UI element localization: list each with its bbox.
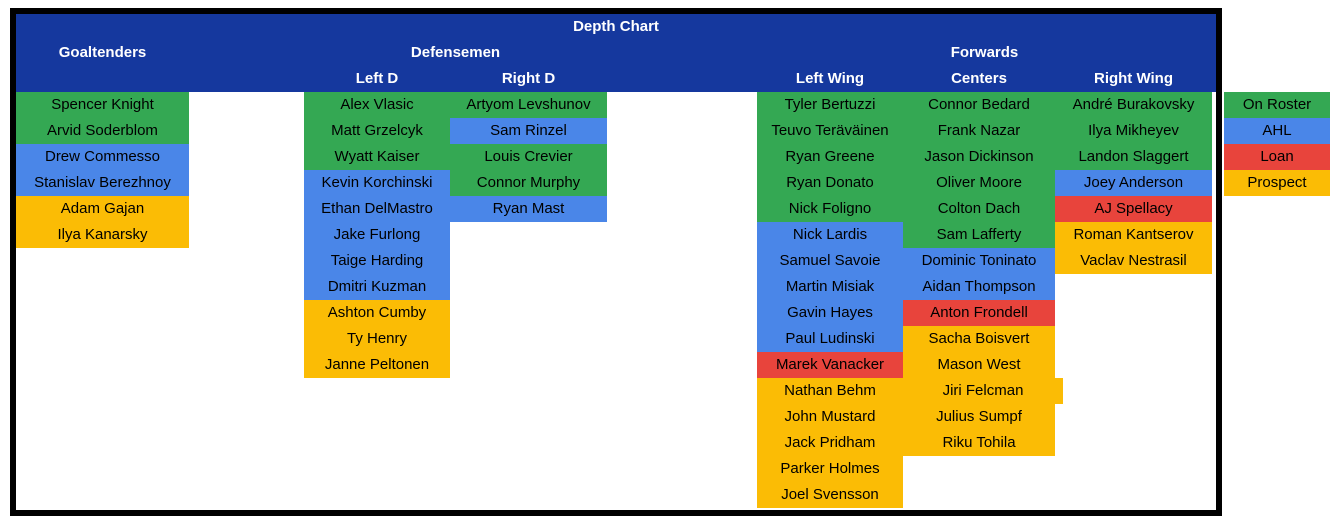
column-header-right-wing: Right Wing [1093, 70, 1173, 87]
player-cell: Wyatt Kaiser [304, 144, 450, 170]
player-cell: Colton Dach [903, 196, 1055, 222]
group-header-goaltenders: Goaltenders [58, 44, 147, 61]
player-cell: Alex Vlasic [304, 92, 450, 118]
player-cell: Ashton Cumby [304, 300, 450, 326]
player-cell: Gavin Hayes [757, 300, 903, 326]
player-cell: Connor Murphy [450, 170, 607, 196]
player-cell: John Mustard [757, 404, 903, 430]
player-cell: Sacha Boisvert [903, 326, 1055, 352]
legend-item: AHL [1224, 118, 1330, 144]
player-cell: Artyom Levshunov [450, 92, 607, 118]
player-cell: Jiri Felcman [903, 378, 1063, 404]
player-cell: AJ Spellacy [1055, 196, 1212, 222]
player-cell: Arvid Soderblom [16, 118, 189, 144]
player-cell: Connor Bedard [903, 92, 1055, 118]
player-cell: Landon Slaggert [1055, 144, 1212, 170]
player-cell: Paul Ludinski [757, 326, 903, 352]
player-cell: Sam Rinzel [450, 118, 607, 144]
player-cell: Oliver Moore [903, 170, 1055, 196]
player-cell: Dominic Toninato [903, 248, 1055, 274]
player-cell: Jack Pridham [757, 430, 903, 456]
player-cell: Ryan Donato [757, 170, 903, 196]
player-cell: Kevin Korchinski [304, 170, 450, 196]
player-cell: Adam Gajan [16, 196, 189, 222]
player-cell: Martin Misiak [757, 274, 903, 300]
player-cell: Drew Commesso [16, 144, 189, 170]
player-cell: Vaclav Nestrasil [1055, 248, 1212, 274]
player-cell: Joel Svensson [757, 482, 903, 508]
player-cell: Louis Crevier [450, 144, 607, 170]
player-cell: Roman Kantserov [1055, 222, 1212, 248]
player-cell: Nick Foligno [757, 196, 903, 222]
player-cell: Ty Henry [304, 326, 450, 352]
page-title: Depth Chart [573, 18, 659, 35]
player-cell: Spencer Knight [16, 92, 189, 118]
player-cell: Ilya Kanarsky [16, 222, 189, 248]
group-header-defensemen: Defensemen [410, 44, 501, 61]
player-cell: Samuel Savoie [757, 248, 903, 274]
player-cell: Teuvo Teräväinen [757, 118, 903, 144]
player-cell: Joey Anderson [1055, 170, 1212, 196]
player-cell: Sam Lafferty [903, 222, 1055, 248]
group-header-forwards: Forwards [950, 44, 1019, 61]
player-cell: Anton Frondell [903, 300, 1055, 326]
player-cell: Aidan Thompson [903, 274, 1055, 300]
legend-item: Loan [1224, 144, 1330, 170]
player-cell: Marek Vanacker [757, 352, 903, 378]
player-cell: Janne Peltonen [304, 352, 450, 378]
player-cell: Taige Harding [304, 248, 450, 274]
player-cell: Nathan Behm [757, 378, 903, 404]
player-cell: Ryan Greene [757, 144, 903, 170]
player-cell: André Burakovsky [1055, 92, 1212, 118]
player-cell: Riku Tohila [903, 430, 1055, 456]
header-band [16, 14, 1216, 92]
player-cell: Tyler Bertuzzi [757, 92, 903, 118]
column-header-left-wing: Left Wing [795, 70, 865, 87]
legend-item: On Roster [1224, 92, 1330, 118]
player-cell: Stanislav Berezhnoy [16, 170, 189, 196]
player-cell: Ilya Mikheyev [1055, 118, 1212, 144]
player-cell: Matt Grzelcyk [304, 118, 450, 144]
player-cell: Jason Dickinson [903, 144, 1055, 170]
column-header-right-d: Right D [501, 70, 556, 87]
legend-item: Prospect [1224, 170, 1330, 196]
player-cell: Parker Holmes [757, 456, 903, 482]
player-cell: Dmitri Kuzman [304, 274, 450, 300]
player-cell: Jake Furlong [304, 222, 450, 248]
column-header-centers: Centers [951, 70, 1007, 87]
player-cell: Frank Nazar [903, 118, 1055, 144]
player-cell: Nick Lardis [757, 222, 903, 248]
player-cell: Mason West [903, 352, 1055, 378]
player-cell: Julius Sumpf [903, 404, 1055, 430]
player-cell: Ethan DelMastro [304, 196, 450, 222]
player-cell: Ryan Mast [450, 196, 607, 222]
column-header-left-d: Left D [355, 70, 399, 87]
